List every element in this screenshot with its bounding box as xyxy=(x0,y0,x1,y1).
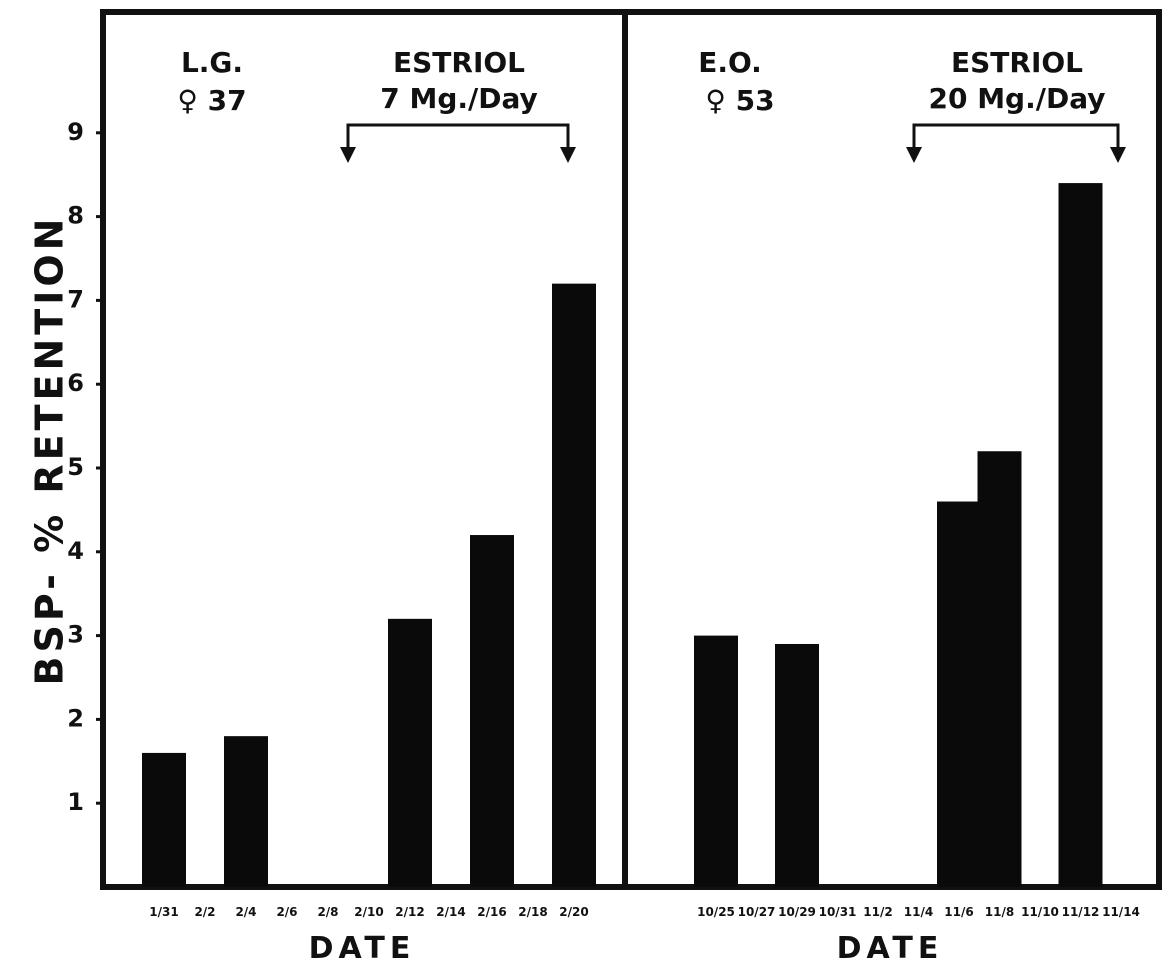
x-tick-label: 10/29 xyxy=(778,905,816,919)
x-tick-label: 10/27 xyxy=(738,905,776,919)
bar-right-11-8 xyxy=(977,451,1022,887)
panel-right-arrow-start xyxy=(906,147,922,163)
panel-left-header: L.G. ♀ 37 ESTRIOL 7 Mg./Day xyxy=(177,46,576,163)
y-tick-label: 7 xyxy=(67,285,84,313)
bar-left-2-4 xyxy=(224,736,268,887)
x-tick-label: 11/12 xyxy=(1062,905,1100,919)
y-tick-label: 6 xyxy=(67,369,84,397)
x-tick-label: 10/31 xyxy=(819,905,857,919)
y-tick-label: 5 xyxy=(67,453,84,481)
y-tick-label: 2 xyxy=(67,704,84,732)
x-tick-label: 2/2 xyxy=(194,905,215,919)
panel-right-frame xyxy=(622,9,1162,890)
y-tick-label: 8 xyxy=(67,202,84,230)
panel-left-treatment: ESTRIOL xyxy=(393,46,525,79)
panel-right-arrow-end xyxy=(1110,147,1126,163)
x-tick-label: 11/10 xyxy=(1021,905,1059,919)
bar-right-11-12 xyxy=(1058,183,1103,887)
bar-left-2-12 xyxy=(388,618,432,887)
bar-right-10-29 xyxy=(775,643,819,887)
x-tick-labels: 1/31 2/2 2/4 2/6 2/8 2/10 2/12 2/14 2/16 2/18 2/20… xyxy=(149,905,1140,919)
y-tick-label: 1 xyxy=(67,788,84,816)
panel-right-treatment: ESTRIOL xyxy=(951,46,1083,79)
x-tick-label: 2/6 xyxy=(276,905,297,919)
y-axis-label: BSP- % RETENTION xyxy=(28,215,72,686)
x-tick-label: 11/6 xyxy=(944,905,973,919)
panel-left-subject: ♀ 37 xyxy=(177,84,246,117)
y-tick-label: 4 xyxy=(67,537,84,565)
x-tick-label: 11/2 xyxy=(863,905,892,919)
panel-right-header: E.O. ♀ 53 ESTRIOL 20 Mg./Day xyxy=(698,46,1126,163)
panel-right-treatment-bracket xyxy=(912,123,1120,150)
x-tick-label: 11/14 xyxy=(1102,905,1140,919)
y-tick-label: 3 xyxy=(67,621,84,649)
panel-left-x-axis-label: DATE xyxy=(309,931,416,964)
x-tick-label: 2/10 xyxy=(354,905,383,919)
x-tick-label: 2/12 xyxy=(395,905,424,919)
x-tick-label: 11/8 xyxy=(985,905,1014,919)
panel-left-dose: 7 Mg./Day xyxy=(380,82,538,115)
panel-right-subject: ♀ 53 xyxy=(705,84,774,117)
panel-right-patient: E.O. xyxy=(698,46,762,79)
bar-left-2-20 xyxy=(552,283,596,887)
panel-left-patient: L.G. xyxy=(181,46,243,79)
x-tick-label: 2/18 xyxy=(518,905,547,919)
y-tick-label: 9 xyxy=(67,118,84,146)
bar-left-2-16 xyxy=(470,535,514,887)
panel-right-dose: 20 Mg./Day xyxy=(928,82,1105,115)
bar-left-1-31 xyxy=(142,752,186,887)
bars-layer xyxy=(142,183,1103,887)
x-tick-label: 2/4 xyxy=(235,905,256,919)
x-tick-label: 2/14 xyxy=(436,905,465,919)
panel-left-treatment-bracket xyxy=(346,123,570,150)
bar-right-11-6 xyxy=(937,501,981,887)
x-tick-label: 2/16 xyxy=(477,905,506,919)
x-tick-label: 2/8 xyxy=(317,905,338,919)
panel-right-x-axis-label: DATE xyxy=(837,931,944,964)
panel-left-arrow-end xyxy=(560,147,576,163)
x-tick-label: 11/4 xyxy=(904,905,933,919)
bar-right-10-25 xyxy=(694,635,738,887)
x-tick-label: 1/31 xyxy=(149,905,178,919)
x-tick-label: 2/20 xyxy=(559,905,588,919)
x-tick-label: 10/25 xyxy=(697,905,735,919)
panel-left-arrow-start xyxy=(340,147,356,163)
